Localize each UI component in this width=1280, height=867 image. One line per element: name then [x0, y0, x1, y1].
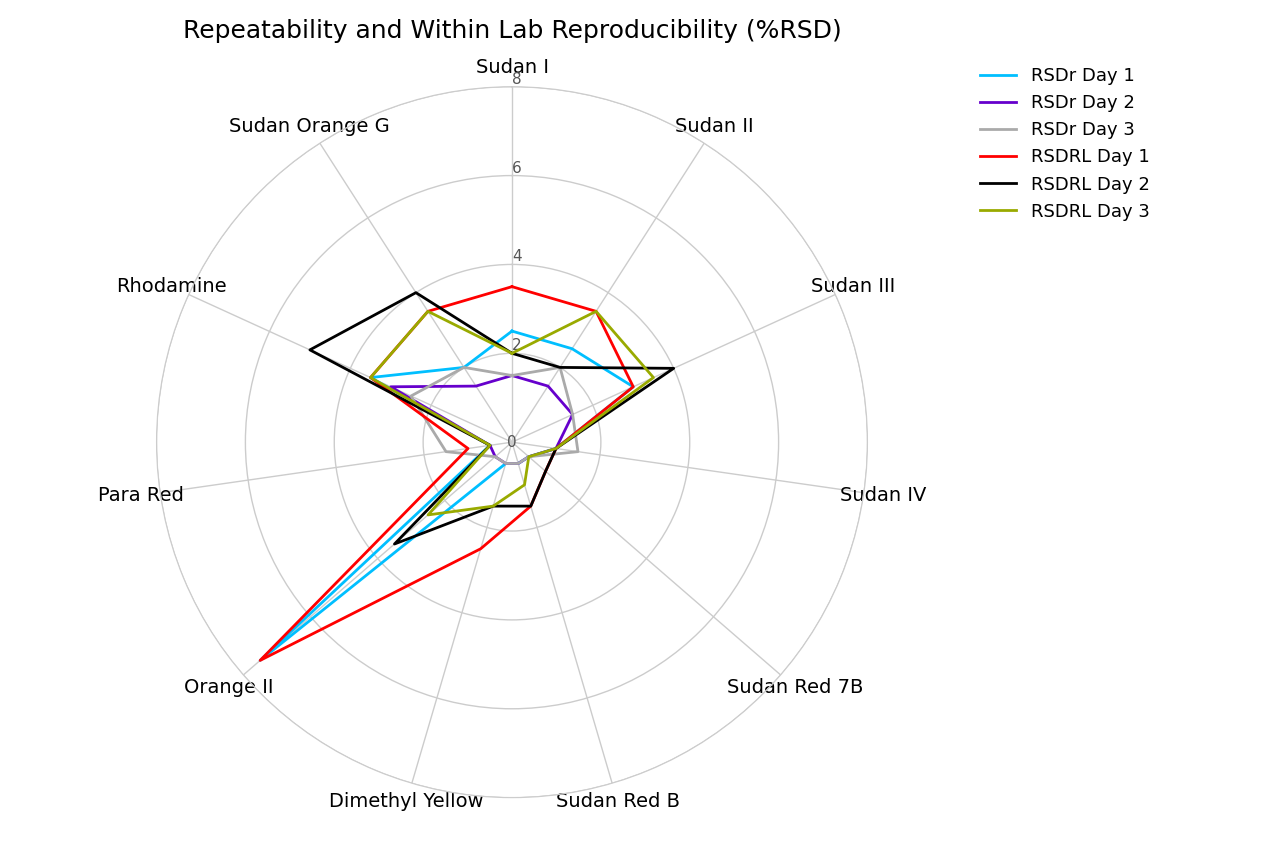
RSDRL Day 3 — [483, 440, 498, 451]
RSDRL Day 3 — [504, 348, 520, 359]
Line: RSDr Day 3: RSDr Day 3 — [411, 368, 579, 464]
RSDRL Day 1 — [474, 544, 489, 554]
RSDr Day 3 — [403, 391, 419, 401]
RSDr Day 2 — [504, 370, 520, 381]
RSDr Day 1 — [456, 362, 471, 373]
Text: 0: 0 — [507, 434, 517, 450]
Line: RSDr Day 2: RSDr Day 2 — [390, 375, 572, 464]
RSDRL Day 2 — [553, 362, 568, 373]
RSDRL Day 1 — [524, 501, 539, 512]
RSDRL Day 3 — [420, 510, 435, 520]
RSDRL Day 3 — [362, 372, 378, 382]
RSDr Day 2 — [548, 443, 563, 453]
RSDRL Day 2 — [302, 345, 317, 355]
RSDr Day 1 — [252, 655, 268, 666]
RSDRL Day 1 — [504, 282, 520, 292]
Legend: RSDr Day 1, RSDr Day 2, RSDr Day 3, RSDRL Day 1, RSDRL Day 2, RSDRL Day 3: RSDr Day 1, RSDr Day 2, RSDr Day 3, RSDR… — [973, 60, 1157, 228]
RSDRL Day 2 — [524, 501, 539, 512]
RSDRL Day 3 — [589, 306, 604, 316]
RSDr Day 1 — [564, 343, 580, 354]
RSDRL Day 2 — [408, 288, 424, 298]
RSDRL Day 1 — [420, 306, 435, 316]
RSDRL Day 1 — [504, 282, 520, 292]
RSDr Day 2 — [383, 381, 398, 392]
RSDr Day 1 — [626, 381, 641, 392]
RSDRL Day 1 — [461, 443, 476, 453]
RSDRL Day 1 — [548, 443, 563, 453]
RSDRL Day 2 — [548, 443, 563, 453]
RSDr Day 3 — [571, 447, 586, 457]
RSDRL Day 1 — [626, 381, 641, 392]
RSDr Day 3 — [504, 370, 520, 381]
RSDr Day 2 — [540, 381, 556, 391]
RSDRL Day 1 — [362, 372, 378, 382]
Title: Repeatability and Within Lab Reproducibility (%RSD): Repeatability and Within Lab Reproducibi… — [183, 19, 841, 43]
RSDRL Day 1 — [589, 306, 604, 316]
RSDr Day 1 — [521, 452, 536, 462]
RSDRL Day 3 — [521, 452, 536, 462]
RSDr Day 3 — [456, 362, 471, 373]
RSDr Day 1 — [362, 372, 378, 382]
RSDRL Day 3 — [646, 372, 662, 382]
RSDRL Day 3 — [504, 348, 520, 359]
RSDRL Day 3 — [485, 501, 500, 512]
RSDr Day 3 — [438, 447, 453, 457]
RSDr Day 2 — [483, 440, 498, 451]
RSDRL Day 2 — [504, 348, 520, 359]
RSDr Day 1 — [548, 443, 563, 453]
RSDRL Day 1 — [252, 655, 268, 666]
RSDr Day 1 — [483, 440, 498, 451]
Line: RSDr Day 1: RSDr Day 1 — [260, 331, 634, 661]
RSDr Day 1 — [498, 459, 513, 469]
RSDRL Day 2 — [483, 440, 498, 451]
RSDr Day 3 — [511, 459, 526, 469]
RSDr Day 3 — [553, 362, 568, 373]
RSDr Day 2 — [498, 459, 513, 469]
RSDr Day 2 — [504, 370, 520, 381]
RSDr Day 2 — [468, 381, 484, 391]
Line: RSDRL Day 2: RSDRL Day 2 — [310, 293, 673, 544]
RSDr Day 2 — [564, 409, 580, 420]
RSDRL Day 3 — [548, 443, 563, 453]
RSDr Day 1 — [504, 326, 520, 336]
RSDr Day 3 — [504, 370, 520, 381]
RSDRL Day 2 — [504, 348, 520, 359]
RSDr Day 3 — [564, 409, 580, 420]
Line: RSDRL Day 1: RSDRL Day 1 — [260, 287, 634, 661]
RSDRL Day 2 — [485, 501, 500, 512]
RSDr Day 2 — [521, 452, 536, 462]
RSDr Day 3 — [521, 452, 536, 462]
RSDr Day 1 — [504, 326, 520, 336]
RSDr Day 2 — [511, 459, 526, 469]
RSDr Day 2 — [488, 452, 503, 462]
RSDRL Day 3 — [420, 306, 435, 316]
Line: RSDRL Day 3: RSDRL Day 3 — [370, 311, 654, 515]
RSDr Day 3 — [488, 452, 503, 462]
RSDRL Day 3 — [517, 479, 532, 490]
RSDRL Day 2 — [666, 363, 681, 374]
RSDRL Day 2 — [538, 466, 553, 477]
RSDRL Day 1 — [538, 466, 553, 477]
RSDr Day 3 — [498, 459, 513, 469]
RSDr Day 1 — [511, 459, 526, 469]
RSDRL Day 2 — [387, 538, 402, 549]
